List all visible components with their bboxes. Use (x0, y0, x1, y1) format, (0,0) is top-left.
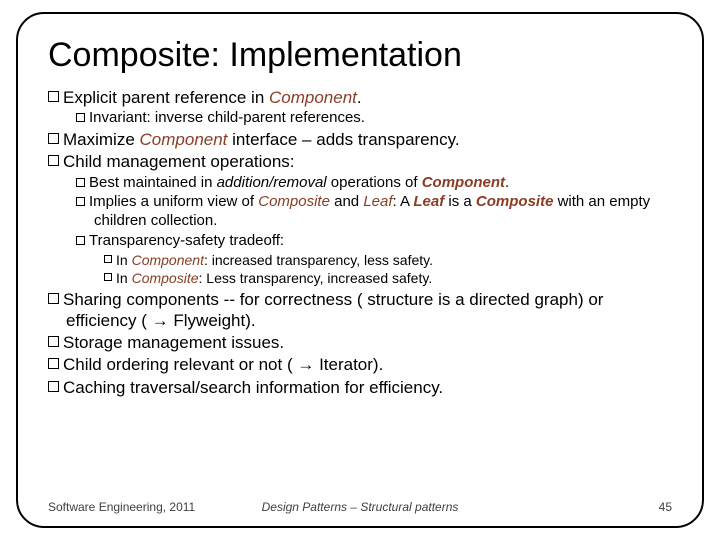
bullet-best-maintained: Best maintained in addition/removal oper… (76, 174, 672, 193)
bullet-implies: Implies a uniform view of Composite and … (76, 193, 672, 231)
bullet-tradeoff: Transparency-safety tradeoff: (76, 232, 672, 251)
slide-frame: Composite: Implementation Explicit paren… (16, 12, 704, 528)
bullet-icon (48, 293, 59, 304)
bullet-in-component: In Component: increased transparency, le… (104, 252, 672, 270)
bullet-explicit-parent: Explicit parent reference in Component. (48, 87, 672, 108)
bullet-icon (76, 178, 85, 187)
bullet-icon (76, 197, 85, 206)
footer-left: Software Engineering, 2011 (48, 500, 195, 514)
bullet-icon (76, 236, 85, 245)
bullet-invariant: Invariant: inverse child-parent referenc… (76, 109, 672, 128)
bullet-icon (48, 91, 59, 102)
slide-content: Explicit parent reference in Component. … (48, 87, 672, 398)
bullet-icon (104, 255, 112, 263)
slide-footer: Software Engineering, 2011 Design Patter… (48, 500, 672, 514)
bullet-ordering: Child ordering relevant or not ( → Itera… (48, 354, 672, 375)
bullet-icon (76, 113, 85, 122)
bullet-icon (48, 381, 59, 392)
bullet-in-composite: In Composite: Less transparency, increas… (104, 270, 672, 288)
bullet-icon (48, 155, 59, 166)
bullet-icon (104, 273, 112, 281)
bullet-caching: Caching traversal/search information for… (48, 377, 672, 398)
bullet-storage: Storage management issues. (48, 332, 672, 353)
bullet-icon (48, 358, 59, 369)
bullet-sharing: Sharing components -- for correctness ( … (48, 289, 672, 332)
bullet-icon (48, 336, 59, 347)
footer-page-number: 45 (659, 500, 672, 514)
bullet-maximize: Maximize Component interface – adds tran… (48, 129, 672, 150)
bullet-child-mgmt: Child management operations: (48, 151, 672, 172)
slide-title: Composite: Implementation (48, 36, 672, 75)
bullet-icon (48, 133, 59, 144)
